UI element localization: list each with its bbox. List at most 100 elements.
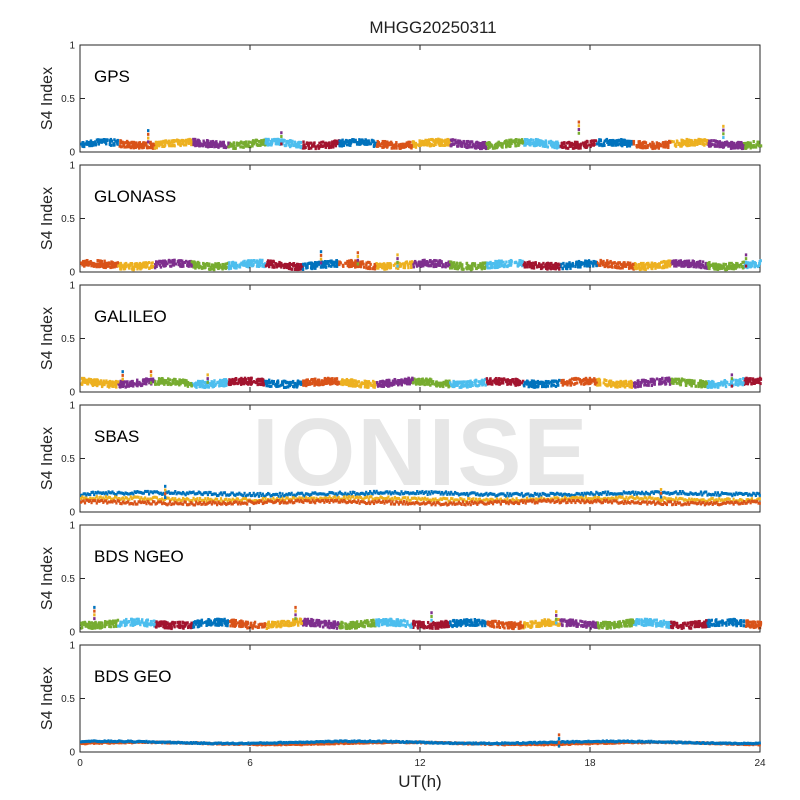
data-point (459, 144, 463, 148)
data-point (695, 265, 698, 269)
data-point (340, 144, 344, 148)
data-point (595, 264, 598, 268)
data-point (179, 259, 182, 263)
data-point (703, 139, 707, 143)
data-point (551, 145, 554, 149)
data-point (210, 144, 214, 148)
data-point (465, 145, 468, 149)
data-point (566, 146, 570, 150)
data-point (587, 382, 590, 386)
data-point (188, 137, 191, 141)
data-point (460, 384, 464, 388)
data-point (89, 378, 93, 382)
data-point (148, 266, 151, 270)
data-point (489, 382, 492, 386)
data-point (339, 139, 343, 143)
data-point (318, 141, 321, 145)
data-point (212, 266, 215, 270)
data-point (753, 265, 757, 269)
data-point (376, 263, 379, 267)
data-point (516, 379, 520, 383)
data-point (641, 146, 645, 150)
data-point (289, 383, 292, 387)
data-point (342, 143, 346, 147)
data-point (360, 261, 364, 265)
data-point (637, 142, 641, 146)
data-point (576, 143, 579, 147)
data-point (724, 380, 728, 384)
data-point (281, 142, 284, 146)
data-point (750, 382, 753, 386)
data-point (686, 259, 689, 263)
data-point (201, 383, 204, 387)
data-point (266, 380, 270, 384)
data-point (646, 266, 650, 270)
data-point (537, 262, 541, 266)
data-point (197, 383, 200, 387)
data-point (592, 143, 595, 147)
data-point (210, 380, 213, 384)
data-point (716, 140, 720, 144)
data-point (754, 379, 757, 383)
data-point (565, 141, 569, 145)
data-point (380, 263, 383, 267)
data-point (408, 382, 411, 386)
data-point (466, 266, 470, 270)
data-point (497, 260, 500, 264)
data-point (335, 377, 339, 381)
data-point (108, 381, 111, 385)
data-point (82, 259, 85, 263)
data-point (324, 263, 327, 267)
data-point (250, 380, 254, 384)
data-point (355, 142, 359, 146)
data-point (125, 382, 129, 386)
data-point (424, 378, 427, 382)
data-point (548, 263, 551, 267)
data-point (661, 260, 664, 264)
data-point (256, 383, 259, 387)
data-point (495, 145, 499, 149)
data-point (611, 383, 615, 387)
data-point (545, 143, 548, 147)
data-point (90, 264, 93, 268)
data-point (354, 138, 357, 142)
data-point (356, 254, 360, 258)
data-point (469, 268, 473, 272)
data-point (571, 143, 575, 147)
data-point (604, 382, 607, 386)
data-point (140, 266, 143, 270)
data-point (262, 140, 265, 144)
data-point (106, 384, 109, 388)
data-point (565, 146, 568, 150)
data-point (426, 262, 430, 266)
data-point (163, 264, 166, 268)
data-point (105, 379, 108, 383)
data-point (606, 259, 609, 263)
data-point (749, 146, 752, 150)
data-point (665, 377, 669, 381)
data-point (744, 145, 747, 149)
data-point (301, 266, 305, 270)
data-point (309, 146, 313, 150)
data-point (237, 378, 241, 382)
data-point (389, 140, 393, 144)
data-point (571, 261, 574, 265)
data-point (376, 384, 380, 388)
data-point (728, 266, 731, 270)
data-point (489, 143, 493, 147)
data-point (514, 377, 518, 381)
data-point (483, 261, 487, 265)
data-point (397, 143, 401, 147)
data-point (266, 259, 270, 263)
data-point (585, 145, 588, 149)
data-point (750, 264, 754, 268)
data-point (308, 141, 312, 145)
data-point (608, 140, 611, 144)
data-point (202, 264, 206, 268)
data-point (359, 260, 362, 264)
data-point (141, 379, 145, 383)
data-point (525, 380, 528, 384)
data-point (523, 138, 527, 142)
data-point (565, 267, 569, 271)
data-point (554, 384, 558, 388)
